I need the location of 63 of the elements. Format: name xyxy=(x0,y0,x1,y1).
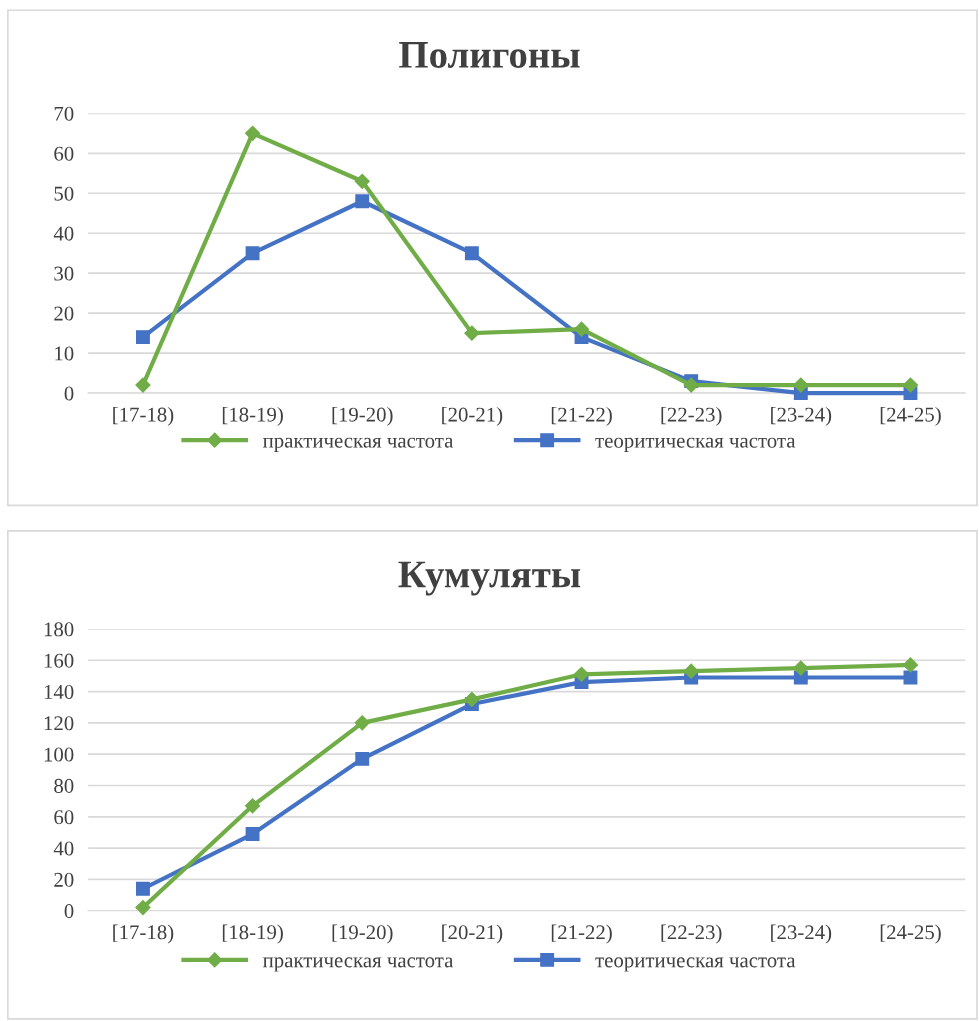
x-tick-label: [23-24) xyxy=(771,924,832,944)
y-tick-label: 20 xyxy=(54,872,74,887)
legend-label: теоритическая частота xyxy=(595,957,796,972)
point xyxy=(793,660,809,676)
point xyxy=(902,377,919,393)
x-tick-label: [20-21) xyxy=(442,406,503,426)
x-tick-label: [24-25) xyxy=(880,924,941,944)
y-tick-label: 20 xyxy=(54,306,74,321)
x-tick-label: [23-24) xyxy=(771,406,832,426)
y-tick-label: 140 xyxy=(44,684,74,699)
x-tick-label: [19-20) xyxy=(332,406,393,426)
x-tick-label: [20-21) xyxy=(442,924,503,944)
legend-label: теоритическая частота xyxy=(595,437,796,452)
point xyxy=(245,798,261,814)
x-tick-label: [21-22) xyxy=(551,406,612,426)
y-tick-label: 10 xyxy=(55,346,74,361)
point xyxy=(354,173,370,189)
x-tick-label: [24-25) xyxy=(880,406,941,426)
x-tick-label: [17-18) xyxy=(113,406,174,426)
y-tick-label: 30 xyxy=(54,266,74,281)
point xyxy=(464,325,480,341)
y-tick-label: 40 xyxy=(53,841,74,856)
point xyxy=(355,751,370,766)
y-tick-label: 160 xyxy=(44,653,74,668)
point xyxy=(793,377,809,393)
point xyxy=(573,321,590,337)
y-tick-label: 100 xyxy=(44,747,74,762)
y-tick-label: 120 xyxy=(44,716,74,731)
point xyxy=(355,194,370,209)
y-tick-label: 0 xyxy=(64,386,74,401)
y-tick-label: 40 xyxy=(53,226,74,241)
legend-label: практическая частота xyxy=(263,437,454,452)
y-tick-label: 50 xyxy=(54,186,74,201)
point xyxy=(135,330,150,345)
point xyxy=(464,246,479,261)
x-tick-label: [17-18) xyxy=(113,924,174,944)
point xyxy=(683,377,699,393)
point xyxy=(245,827,260,841)
point xyxy=(245,125,261,141)
chart-title: Полигоны xyxy=(399,42,580,68)
point xyxy=(902,657,919,673)
point xyxy=(135,900,151,916)
point xyxy=(683,663,699,679)
point xyxy=(464,691,480,707)
x-tick-label: [22-23) xyxy=(661,924,722,944)
legend-label: практическая частота xyxy=(263,957,454,972)
y-tick-label: 60 xyxy=(54,146,74,161)
y-tick-label: 180 xyxy=(44,622,74,637)
point xyxy=(573,666,590,682)
y-tick-label: 60 xyxy=(54,810,74,825)
x-tick-label: [19-20) xyxy=(332,924,393,944)
x-tick-label: [21-22) xyxy=(551,924,612,944)
x-tick-label: [18-19) xyxy=(222,406,283,426)
point xyxy=(354,715,370,731)
point xyxy=(245,246,260,261)
point xyxy=(135,881,150,896)
x-tick-label: [18-19) xyxy=(222,924,283,944)
point xyxy=(135,377,151,393)
y-tick-label: 0 xyxy=(64,904,74,919)
chart-title: Кумуляты xyxy=(398,561,581,596)
y-tick-label: 70 xyxy=(54,106,74,121)
y-tick-label: 80 xyxy=(54,778,74,793)
x-tick-label: [22-23) xyxy=(661,406,722,426)
